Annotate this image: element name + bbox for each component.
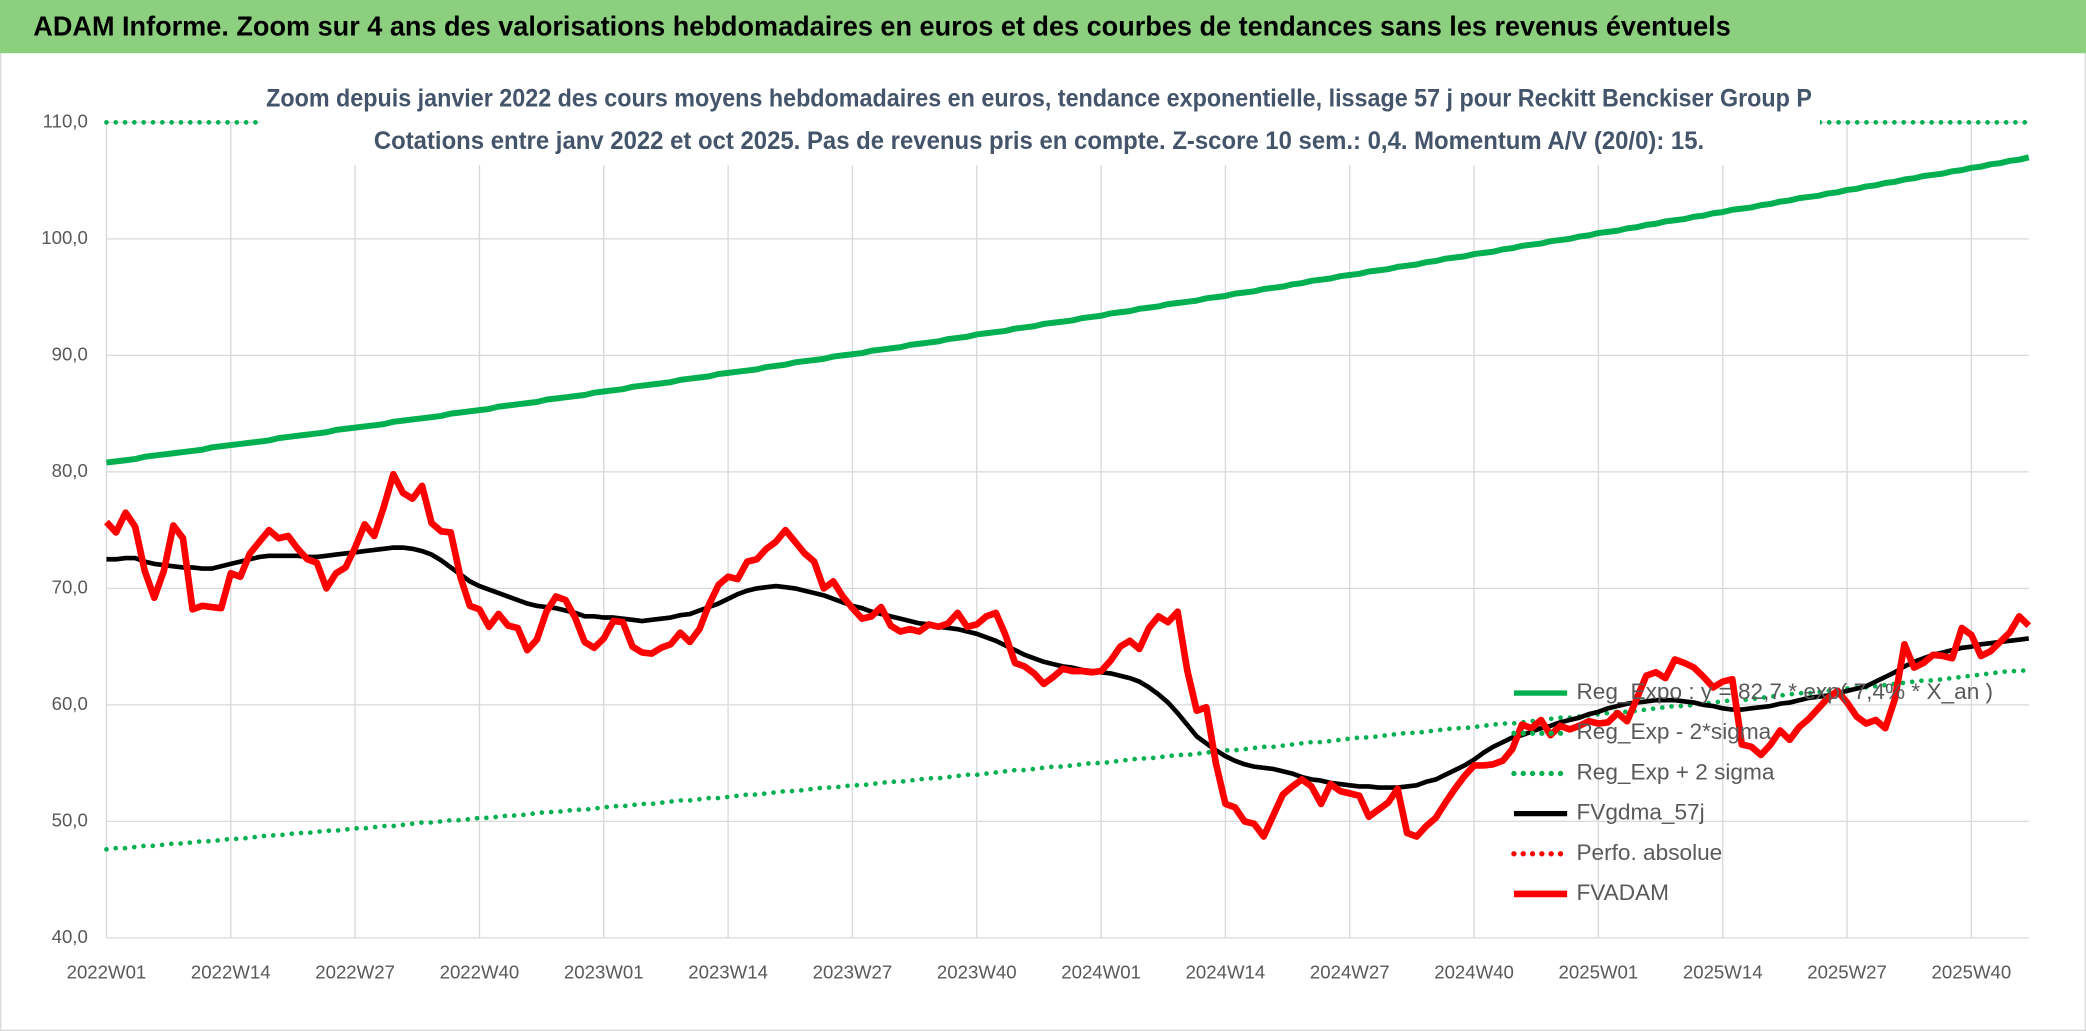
x-tick-label: 2022W01 [67,962,147,983]
y-tick-label: 80,0 [52,460,88,481]
subtitle-background [260,77,1820,165]
y-tick-label: 50,0 [52,809,88,830]
x-tick-label: 2022W40 [440,962,520,983]
x-tick-label: 2025W27 [1807,962,1887,983]
legend-label: Reg_Exp - 2*sigma [1576,719,1771,744]
x-tick-label: 2023W27 [813,962,893,983]
x-tick-label: 2025W01 [1559,962,1639,983]
title-bar [0,0,2086,54]
x-tick-label: 2024W27 [1310,962,1390,983]
x-tick-label: 2023W14 [688,962,768,983]
plot-area: 40,0 50,0 60,0 70,0 80,0 90,0 100,0 110,0 2022W0… [41,110,2032,983]
y-tick-label: 70,0 [52,576,88,597]
x-tick-label: 2024W40 [1434,962,1514,983]
series-line [106,154,2030,466]
x-tick-label: 2025W40 [1932,962,2012,983]
x-tick-label: 2023W40 [937,962,1017,983]
x-tick-label: 2024W14 [1186,962,1266,983]
legend-label: FVgdma_57j [1576,800,1704,825]
legend: Reg_Expo : y = 82,7 * exp( 7,4% * X_an )… [1511,679,1993,905]
legend-label: Perfo. absolue [1576,840,1722,865]
x-tick-label: 2022W14 [191,962,271,983]
page-title: ADAM Informe. Zoom sur 4 ans des valoris… [33,10,1730,41]
x-tick-label: 2023W01 [564,962,644,983]
legend-label: FVADAM [1576,880,1669,905]
x-tick-label: 2025W14 [1683,962,1763,983]
y-tick-label: 60,0 [52,693,88,714]
x-tick-label: 2024W01 [1061,962,1141,983]
y-tick-label: 90,0 [52,343,88,364]
legend-label: Reg_Expo : y = 82,7 * exp( 7,4% * X_an ) [1576,679,1993,704]
y-tick-label: 110,0 [43,110,88,131]
chart-subtitle: Cotations entre janv 2022 et oct 2025. P… [374,127,1704,155]
y-tick-label: 40,0 [52,926,88,947]
legend-label: Reg_Exp + 2 sigma [1576,759,1774,784]
series-line [103,470,2032,840]
x-tick-label: 2022W27 [315,962,395,983]
chart-title: Zoom depuis janvier 2022 des cours moyen… [266,84,1812,112]
y-tick-label: 100,0 [41,227,88,248]
